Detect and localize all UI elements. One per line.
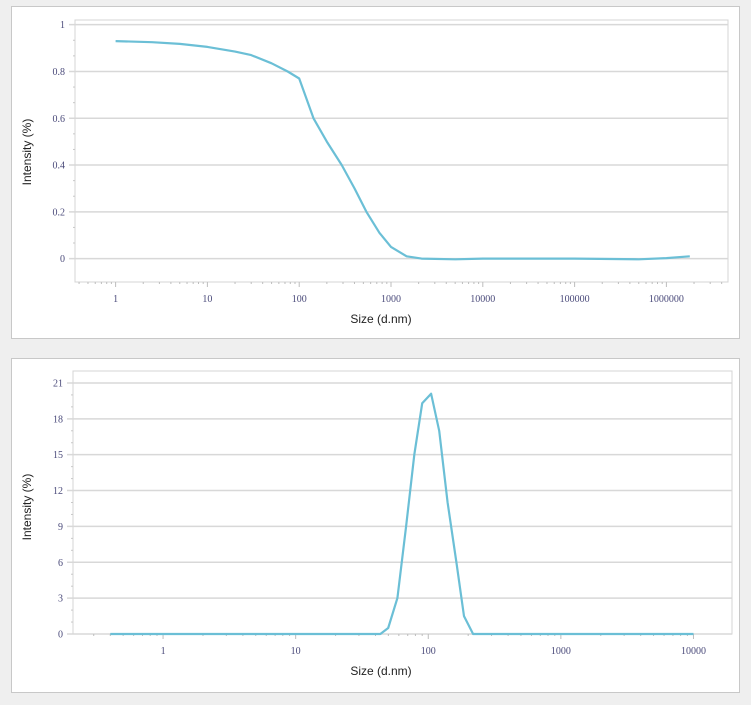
correlation-chart: 0 0.2 0.4 0.6 0.8 1 1 10 100 1000 10000 100000 10000…: [20, 19, 729, 326]
x-tick-label: 1: [161, 646, 166, 657]
y-tick-label: 0.8: [53, 67, 66, 78]
y-axis-title: Intensity (%): [20, 474, 34, 541]
y-tick-label: 15: [53, 450, 63, 461]
y-tick-label: 0.2: [53, 207, 66, 218]
x-tick-label: 10: [291, 646, 301, 657]
y-tick-label: 6: [58, 558, 63, 569]
x-tick-label: 100: [292, 294, 307, 305]
x-tick-label: 1000: [381, 294, 401, 305]
x-tick-label: 10000: [681, 646, 706, 657]
data-series-line: [110, 392, 694, 636]
x-tick-label: 100000: [560, 294, 590, 305]
data-series-line: [115, 40, 690, 261]
x-tick-label: 1: [113, 294, 118, 305]
y-tick-label: 12: [53, 486, 63, 497]
y-tick-label: 0: [58, 630, 63, 641]
plot-area: [74, 19, 729, 283]
x-tick-label: 100: [421, 646, 436, 657]
y-tick-label: 0: [60, 254, 65, 265]
y-tick-label: 1: [60, 20, 65, 31]
x-axis-title: Size (d.nm): [350, 312, 411, 326]
size-distribution-chart: 0 3 6 9 12 15 18 21 1 10 100 1000 10000 Size (d.nm) In…: [20, 370, 733, 678]
y-tick-label: 21: [53, 378, 63, 389]
x-tick-label: 1000: [551, 646, 571, 657]
y-tick-label: 0.6: [53, 114, 66, 125]
x-tick-label: 10: [202, 294, 212, 305]
plot-area: [72, 370, 733, 635]
chart-panel-top: 0 0.2 0.4 0.6 0.8 1 1 10 100 1000 10000 100000 10000…: [11, 6, 740, 339]
chart-panel-bottom: 0 3 6 9 12 15 18 21 1 10 100 1000 10000 Size (d.nm) In…: [11, 358, 740, 693]
x-axis-title: Size (d.nm): [350, 664, 411, 678]
y-tick-label: 3: [58, 594, 63, 605]
y-axis-title: Intensity (%): [20, 119, 34, 186]
y-tick-label: 18: [53, 414, 63, 425]
x-tick-label: 1000000: [649, 294, 684, 305]
y-tick-label: 9: [58, 522, 63, 533]
y-tick-label: 0.4: [53, 161, 66, 172]
x-tick-label: 10000: [470, 294, 495, 305]
